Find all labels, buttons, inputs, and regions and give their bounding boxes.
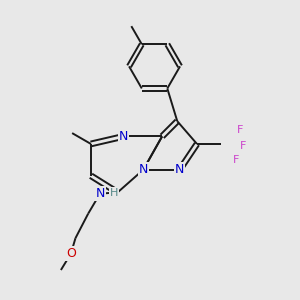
Text: N: N [175, 163, 184, 176]
Text: F: F [240, 141, 246, 151]
Text: N: N [139, 163, 148, 176]
Text: F: F [233, 155, 239, 165]
Text: N: N [95, 187, 105, 200]
Text: O: O [66, 247, 76, 260]
Text: F: F [237, 125, 243, 135]
Text: H: H [110, 188, 118, 198]
Text: N: N [119, 130, 128, 143]
